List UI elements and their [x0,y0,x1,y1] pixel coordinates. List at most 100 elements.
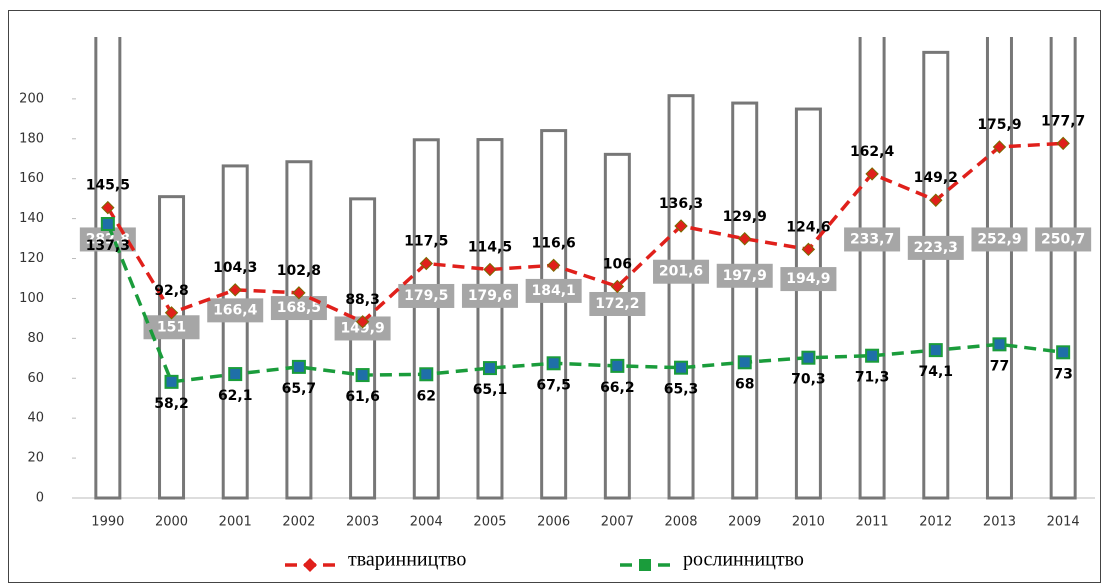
x-tick-label: 2005 [473,515,506,530]
marker [292,286,306,300]
data-label: 124,6 [786,219,830,235]
data-label: 66,2 [600,380,635,396]
bar-label-box [780,267,837,292]
data-label: 149,2 [914,170,958,186]
bar-label: 197,9 [723,268,767,284]
data-label: 104,3 [213,260,257,276]
bar [922,50,950,500]
bars [94,37,1077,500]
x-tick-label: 2014 [1047,515,1080,530]
frame [8,10,1101,583]
x-tick-label: 1990 [91,515,124,530]
bar-label: 179,6 [468,288,512,304]
data-label: 175,9 [977,117,1021,133]
x-tick-label: 2012 [919,515,952,530]
marker [546,258,561,273]
bar-label: 168,5 [277,300,321,316]
marker [291,359,306,374]
bar [540,129,568,500]
marker [355,315,370,329]
bar [794,107,822,500]
y-tick-label: 0 [36,491,44,506]
bar-label-box [653,259,710,284]
bar-label: 184,1 [532,283,576,299]
marker [801,242,816,257]
data-label: 129,9 [723,209,767,225]
y-tick-label: 180 [19,131,44,146]
line [106,141,1064,324]
bar-label: 250,7 [1041,231,1085,247]
y-tick-label: 60 [27,371,44,386]
data-label: 65,7 [282,381,317,397]
bar-label: 252,9 [977,231,1021,247]
x-tick-label: 2007 [601,515,634,530]
bar-label-box [907,235,964,260]
data-label: 114,5 [468,239,512,255]
marker [928,343,943,358]
bar [858,37,886,500]
marker [992,140,1007,154]
legend-label: тваринництво [348,549,466,571]
data-label: 61,6 [345,389,380,405]
bar-label-box [844,227,901,252]
data-label: 67,5 [536,377,571,393]
marker [355,368,370,383]
data-label: 162,4 [850,144,895,160]
y-tick-label: 140 [19,211,44,226]
bar-label: 282,8 [86,231,130,247]
x-tick-label: 2003 [346,515,379,530]
bar-label-box [525,278,582,303]
data-label: 62,1 [218,388,253,404]
bar-label: 201,6 [659,264,703,280]
y-tick-label: 20 [27,451,44,466]
x-tick-label: 2001 [219,515,252,530]
x-tick-label: 2008 [664,515,697,530]
marker [1056,345,1071,360]
y-tick-label: 100 [19,291,44,306]
data-label: 65,1 [473,382,508,398]
bar [731,101,759,500]
y-tick-label: 120 [19,251,44,266]
marker [737,355,752,370]
bar-label-box [716,263,773,288]
data-label: 117,5 [404,234,448,250]
data-label: 137,3 [86,238,130,254]
bar-label-box [589,291,646,316]
data-label: 65,3 [664,382,699,398]
data-label: 71,3 [855,370,890,386]
marker [674,219,688,233]
x-tick-label: 2002 [282,515,315,530]
marker [610,279,625,294]
legend-label: рослинництво [683,549,804,571]
marker [865,348,880,363]
bar [221,164,249,500]
x-tick-label: 2011 [856,515,889,530]
bar-label: 179,5 [404,288,448,304]
bar [476,138,504,500]
data-label: 77 [990,358,1009,374]
data-label: 177,7 [1041,113,1085,129]
bar-label: 151 [157,319,186,335]
data-label: 145,5 [86,178,130,194]
bar-label: 172,2 [595,296,639,312]
bar-label-box [207,298,264,323]
legend-marker [639,559,651,571]
bar [285,160,313,500]
data-label: 92,8 [154,283,189,299]
marker [164,306,179,320]
data-label: 58,2 [154,396,189,412]
data-label: 88,3 [345,292,380,308]
x-tick-label: 2010 [792,515,825,530]
bar-label-box [79,227,136,252]
bar [603,152,631,500]
x-tick-label: 2009 [728,515,761,530]
data-label: 136,3 [659,196,703,212]
marker [801,350,816,365]
marker [992,337,1007,352]
marker [228,367,243,382]
marker [610,358,625,373]
y-tick-label: 40 [27,411,44,426]
x-tick-label: 2013 [983,515,1016,530]
marker [100,216,115,231]
